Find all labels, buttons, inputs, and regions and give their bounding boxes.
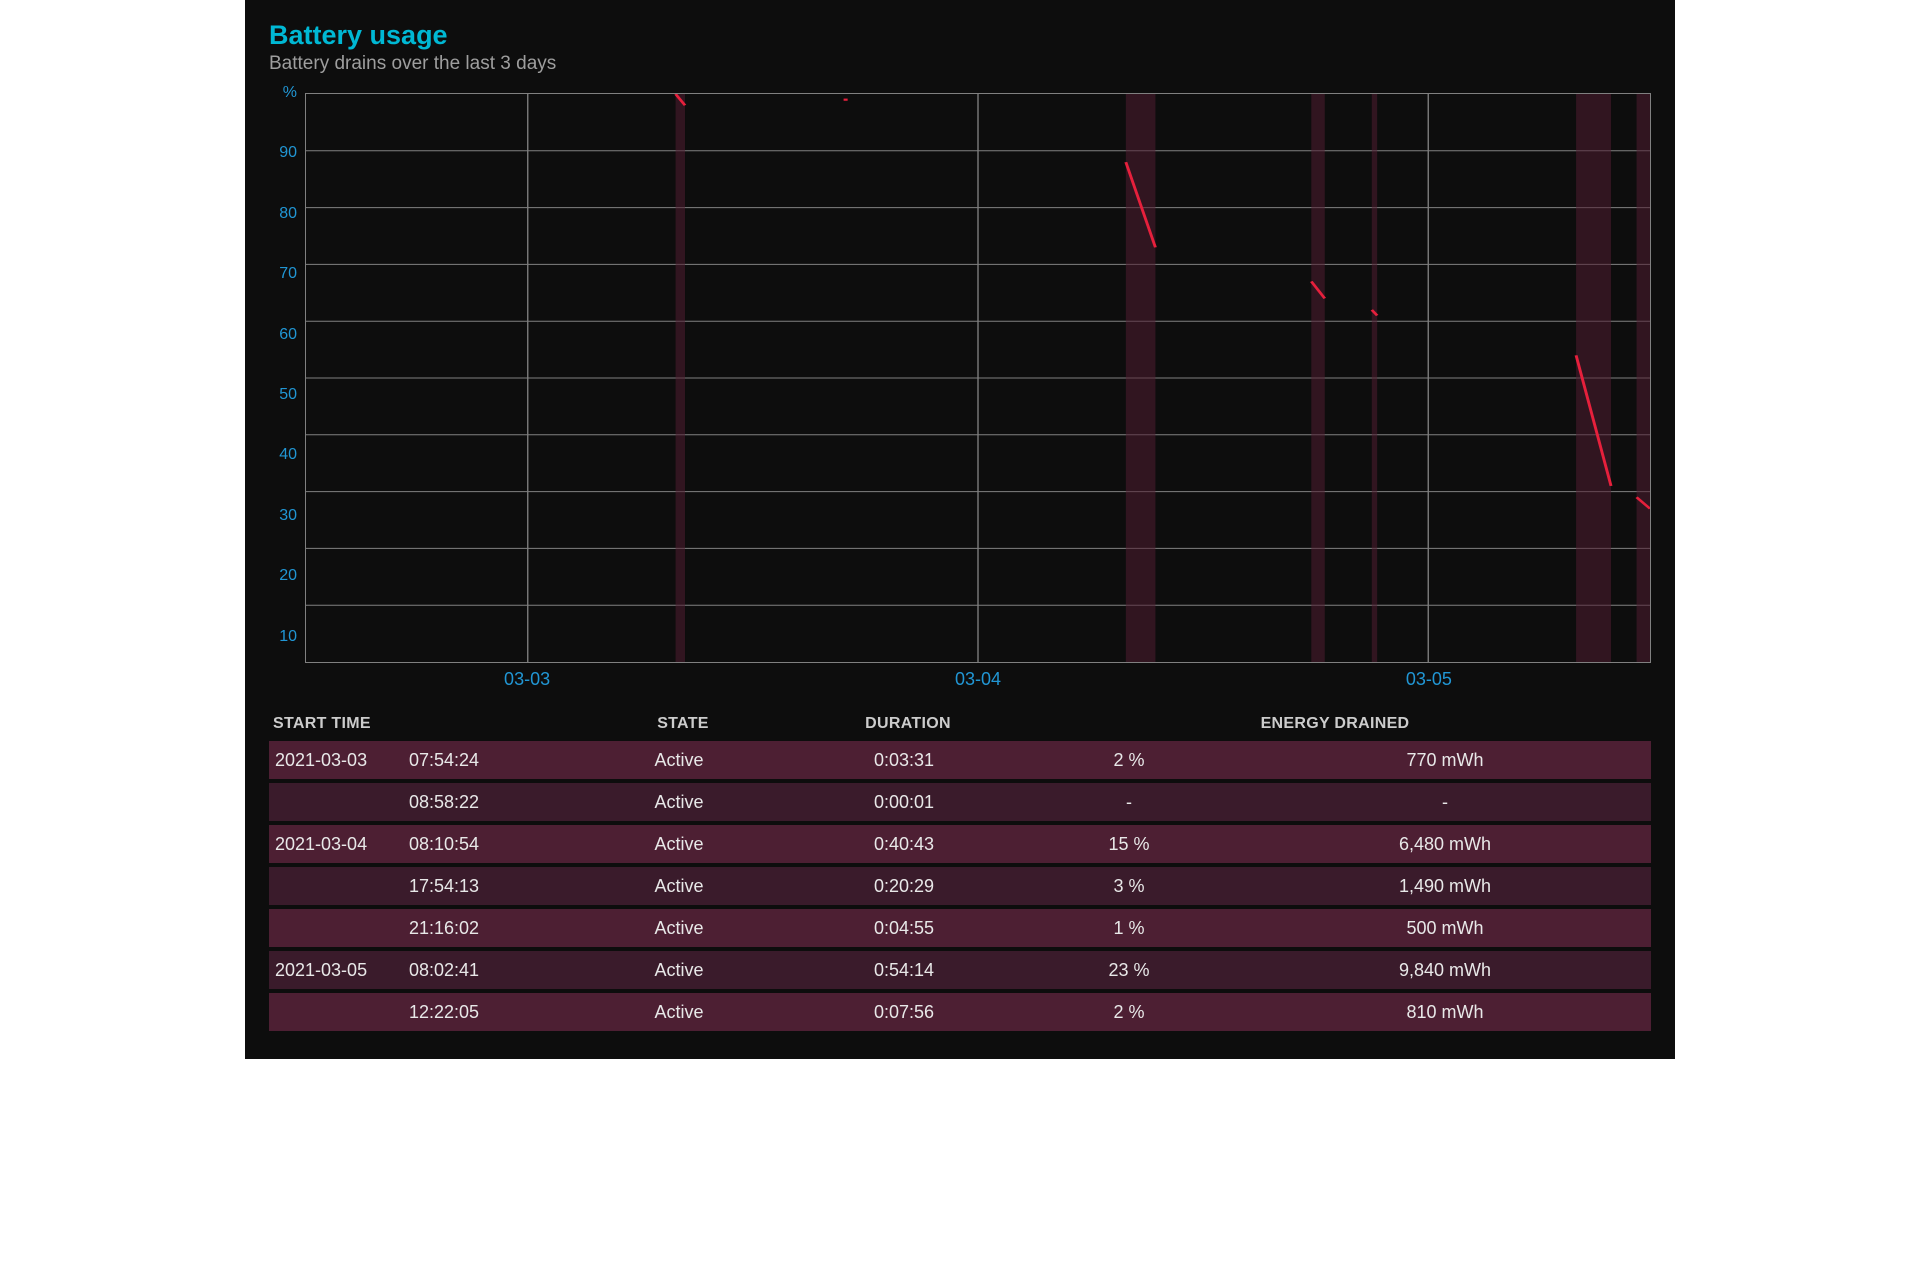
cell-energy-pct: 3 % (1019, 876, 1239, 897)
cell-energy-mwh: 6,480 mWh (1239, 834, 1651, 855)
section-title: Battery usage (269, 20, 1651, 51)
table-row: 12:22:05Active0:07:562 %810 mWh (269, 993, 1651, 1031)
chart-x-tick: 03-04 (955, 669, 1001, 690)
section-subtitle: Battery drains over the last 3 days (269, 53, 1651, 75)
battery-usage-panel: Battery usage Battery drains over the la… (245, 0, 1675, 1059)
cell-time: 17:54:13 (399, 876, 569, 897)
cell-energy-mwh: 1,490 mWh (1239, 876, 1651, 897)
cell-start: 21:16:02 (269, 918, 569, 939)
cell-date: 2021-03-03 (269, 750, 399, 771)
cell-duration: 0:00:01 (789, 792, 1019, 813)
cell-state: Active (569, 918, 789, 939)
chart-y-tick: 80 (279, 205, 297, 223)
cell-duration: 0:03:31 (789, 750, 1019, 771)
cell-energy-pct: 15 % (1019, 834, 1239, 855)
cell-duration: 0:07:56 (789, 1002, 1019, 1023)
cell-state: Active (569, 1002, 789, 1023)
cell-energy-mwh: 810 mWh (1239, 1002, 1651, 1023)
col-header-duration: DURATION (793, 715, 1023, 733)
battery-chart: %908070605040302010 03-0303-0403-05 (305, 93, 1651, 697)
chart-y-tick: 30 (279, 507, 297, 525)
cell-start: 08:58:22 (269, 792, 569, 813)
table-row: 08:58:22Active0:00:01-- (269, 783, 1651, 821)
chart-y-tick: 10 (279, 628, 297, 646)
chart-y-tick: % (283, 84, 297, 102)
cell-duration: 0:20:29 (789, 876, 1019, 897)
cell-start: 12:22:05 (269, 1002, 569, 1023)
cell-date (269, 1002, 399, 1023)
cell-energy-mwh: 500 mWh (1239, 918, 1651, 939)
cell-date (269, 792, 399, 813)
cell-time: 07:54:24 (399, 750, 569, 771)
cell-energy-mwh: 9,840 mWh (1239, 960, 1651, 981)
cell-duration: 0:54:14 (789, 960, 1019, 981)
table-row: 2021-03-0508:02:41Active0:54:1423 %9,840… (269, 951, 1651, 989)
cell-energy-mwh: 770 mWh (1239, 750, 1651, 771)
cell-duration: 0:04:55 (789, 918, 1019, 939)
chart-x-axis: 03-03 03-04 03-05 (305, 669, 1651, 697)
cell-state: Active (569, 960, 789, 981)
cell-state: Active (569, 792, 789, 813)
cell-time: 08:10:54 (399, 834, 569, 855)
drain-table: START TIME STATE DURATION ENERGY DRAINED… (269, 709, 1651, 1031)
table-body: 2021-03-0307:54:24Active0:03:312 %770 mW… (269, 741, 1651, 1031)
chart-plot-area (305, 93, 1651, 663)
cell-duration: 0:40:43 (789, 834, 1019, 855)
cell-energy-pct: 23 % (1019, 960, 1239, 981)
cell-energy-pct: - (1019, 792, 1239, 813)
cell-time: 21:16:02 (399, 918, 569, 939)
chart-y-tick: 40 (279, 446, 297, 464)
cell-state: Active (569, 834, 789, 855)
table-row: 17:54:13Active0:20:293 %1,490 mWh (269, 867, 1651, 905)
table-row: 21:16:02Active0:04:551 %500 mWh (269, 909, 1651, 947)
col-header-drained: ENERGY DRAINED (1023, 715, 1647, 733)
cell-energy-pct: 2 % (1019, 1002, 1239, 1023)
cell-energy-mwh: - (1239, 792, 1651, 813)
cell-start: 2021-03-0508:02:41 (269, 960, 569, 981)
chart-y-tick: 90 (279, 144, 297, 162)
chart-y-tick: 60 (279, 326, 297, 344)
chart-x-tick: 03-05 (1406, 669, 1452, 690)
table-row: 2021-03-0307:54:24Active0:03:312 %770 mW… (269, 741, 1651, 779)
cell-start: 2021-03-0408:10:54 (269, 834, 569, 855)
cell-time: 08:58:22 (399, 792, 569, 813)
cell-energy-pct: 1 % (1019, 918, 1239, 939)
cell-time: 12:22:05 (399, 1002, 569, 1023)
table-header: START TIME STATE DURATION ENERGY DRAINED (269, 709, 1651, 741)
chart-y-tick: 50 (279, 386, 297, 404)
cell-time: 08:02:41 (399, 960, 569, 981)
cell-start: 17:54:13 (269, 876, 569, 897)
cell-start: 2021-03-0307:54:24 (269, 750, 569, 771)
chart-y-tick: 70 (279, 265, 297, 283)
cell-state: Active (569, 750, 789, 771)
chart-y-axis: %908070605040302010 (269, 93, 303, 697)
chart-x-tick: 03-03 (504, 669, 550, 690)
col-header-state: STATE (573, 715, 793, 733)
chart-y-tick: 20 (279, 567, 297, 585)
cell-date (269, 876, 399, 897)
cell-state: Active (569, 876, 789, 897)
cell-date: 2021-03-05 (269, 960, 399, 981)
table-row: 2021-03-0408:10:54Active0:40:4315 %6,480… (269, 825, 1651, 863)
cell-date (269, 918, 399, 939)
cell-energy-pct: 2 % (1019, 750, 1239, 771)
col-header-start: START TIME (273, 715, 573, 733)
cell-date: 2021-03-04 (269, 834, 399, 855)
